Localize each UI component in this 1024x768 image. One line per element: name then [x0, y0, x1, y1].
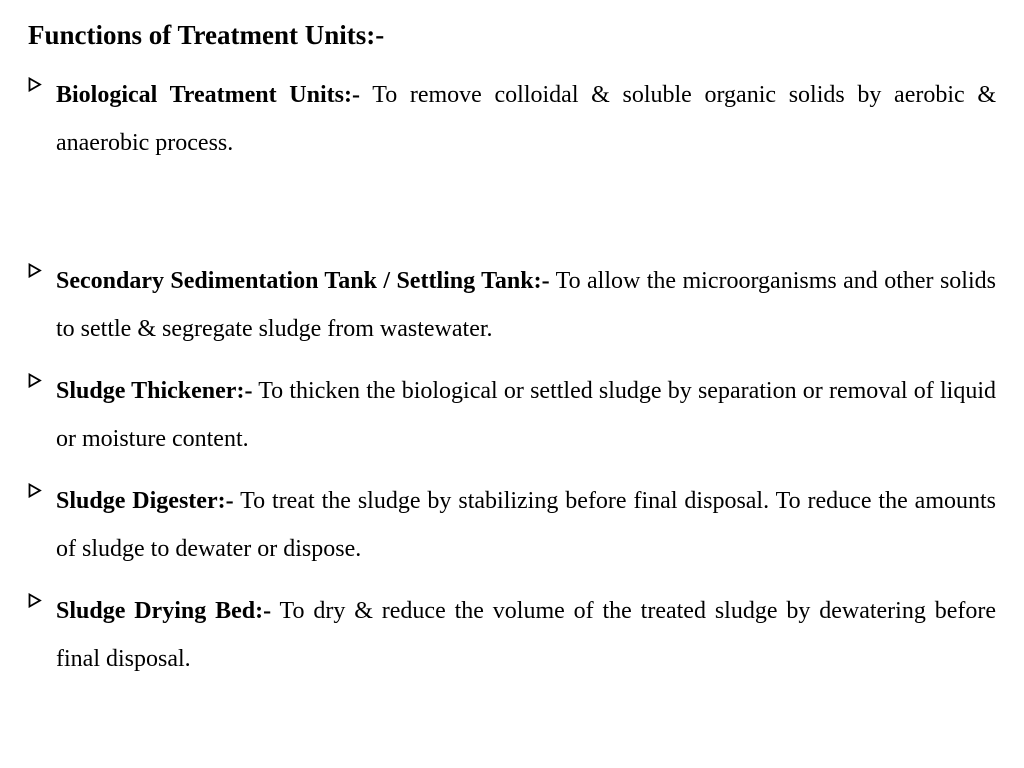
list-item: Biological Treatment Units:- To remove c…: [28, 71, 996, 167]
term-label: Sludge Digester:-: [56, 488, 234, 514]
list-item: Sludge Thickener:- To thicken the biolog…: [28, 367, 996, 463]
list-item-text: Sludge Digester:- To treat the sludge by…: [56, 477, 996, 573]
chevron-right-icon: [28, 587, 56, 608]
term-label: Biological Treatment Units:-: [56, 82, 360, 108]
bullet-list: Biological Treatment Units:- To remove c…: [28, 71, 996, 683]
term-label: Secondary Sedimentation Tank / Settling …: [56, 268, 550, 294]
chevron-right-icon: [28, 71, 56, 92]
chevron-right-icon: [28, 367, 56, 388]
term-label: Sludge Drying Bed:-: [56, 598, 271, 624]
list-item: Secondary Sedimentation Tank / Settling …: [28, 257, 996, 353]
list-item: Sludge Digester:- To treat the sludge by…: [28, 477, 996, 573]
page-heading: Functions of Treatment Units:-: [28, 20, 996, 51]
list-item-text: Secondary Sedimentation Tank / Settling …: [56, 257, 996, 353]
chevron-right-icon: [28, 477, 56, 498]
list-item-text: Sludge Thickener:- To thicken the biolog…: [56, 367, 996, 463]
term-label: Sludge Thickener:-: [56, 378, 252, 404]
list-item-text: Biological Treatment Units:- To remove c…: [56, 71, 996, 167]
list-item: Sludge Drying Bed:- To dry & reduce the …: [28, 587, 996, 683]
list-item-text: Sludge Drying Bed:- To dry & reduce the …: [56, 587, 996, 683]
chevron-right-icon: [28, 257, 56, 278]
